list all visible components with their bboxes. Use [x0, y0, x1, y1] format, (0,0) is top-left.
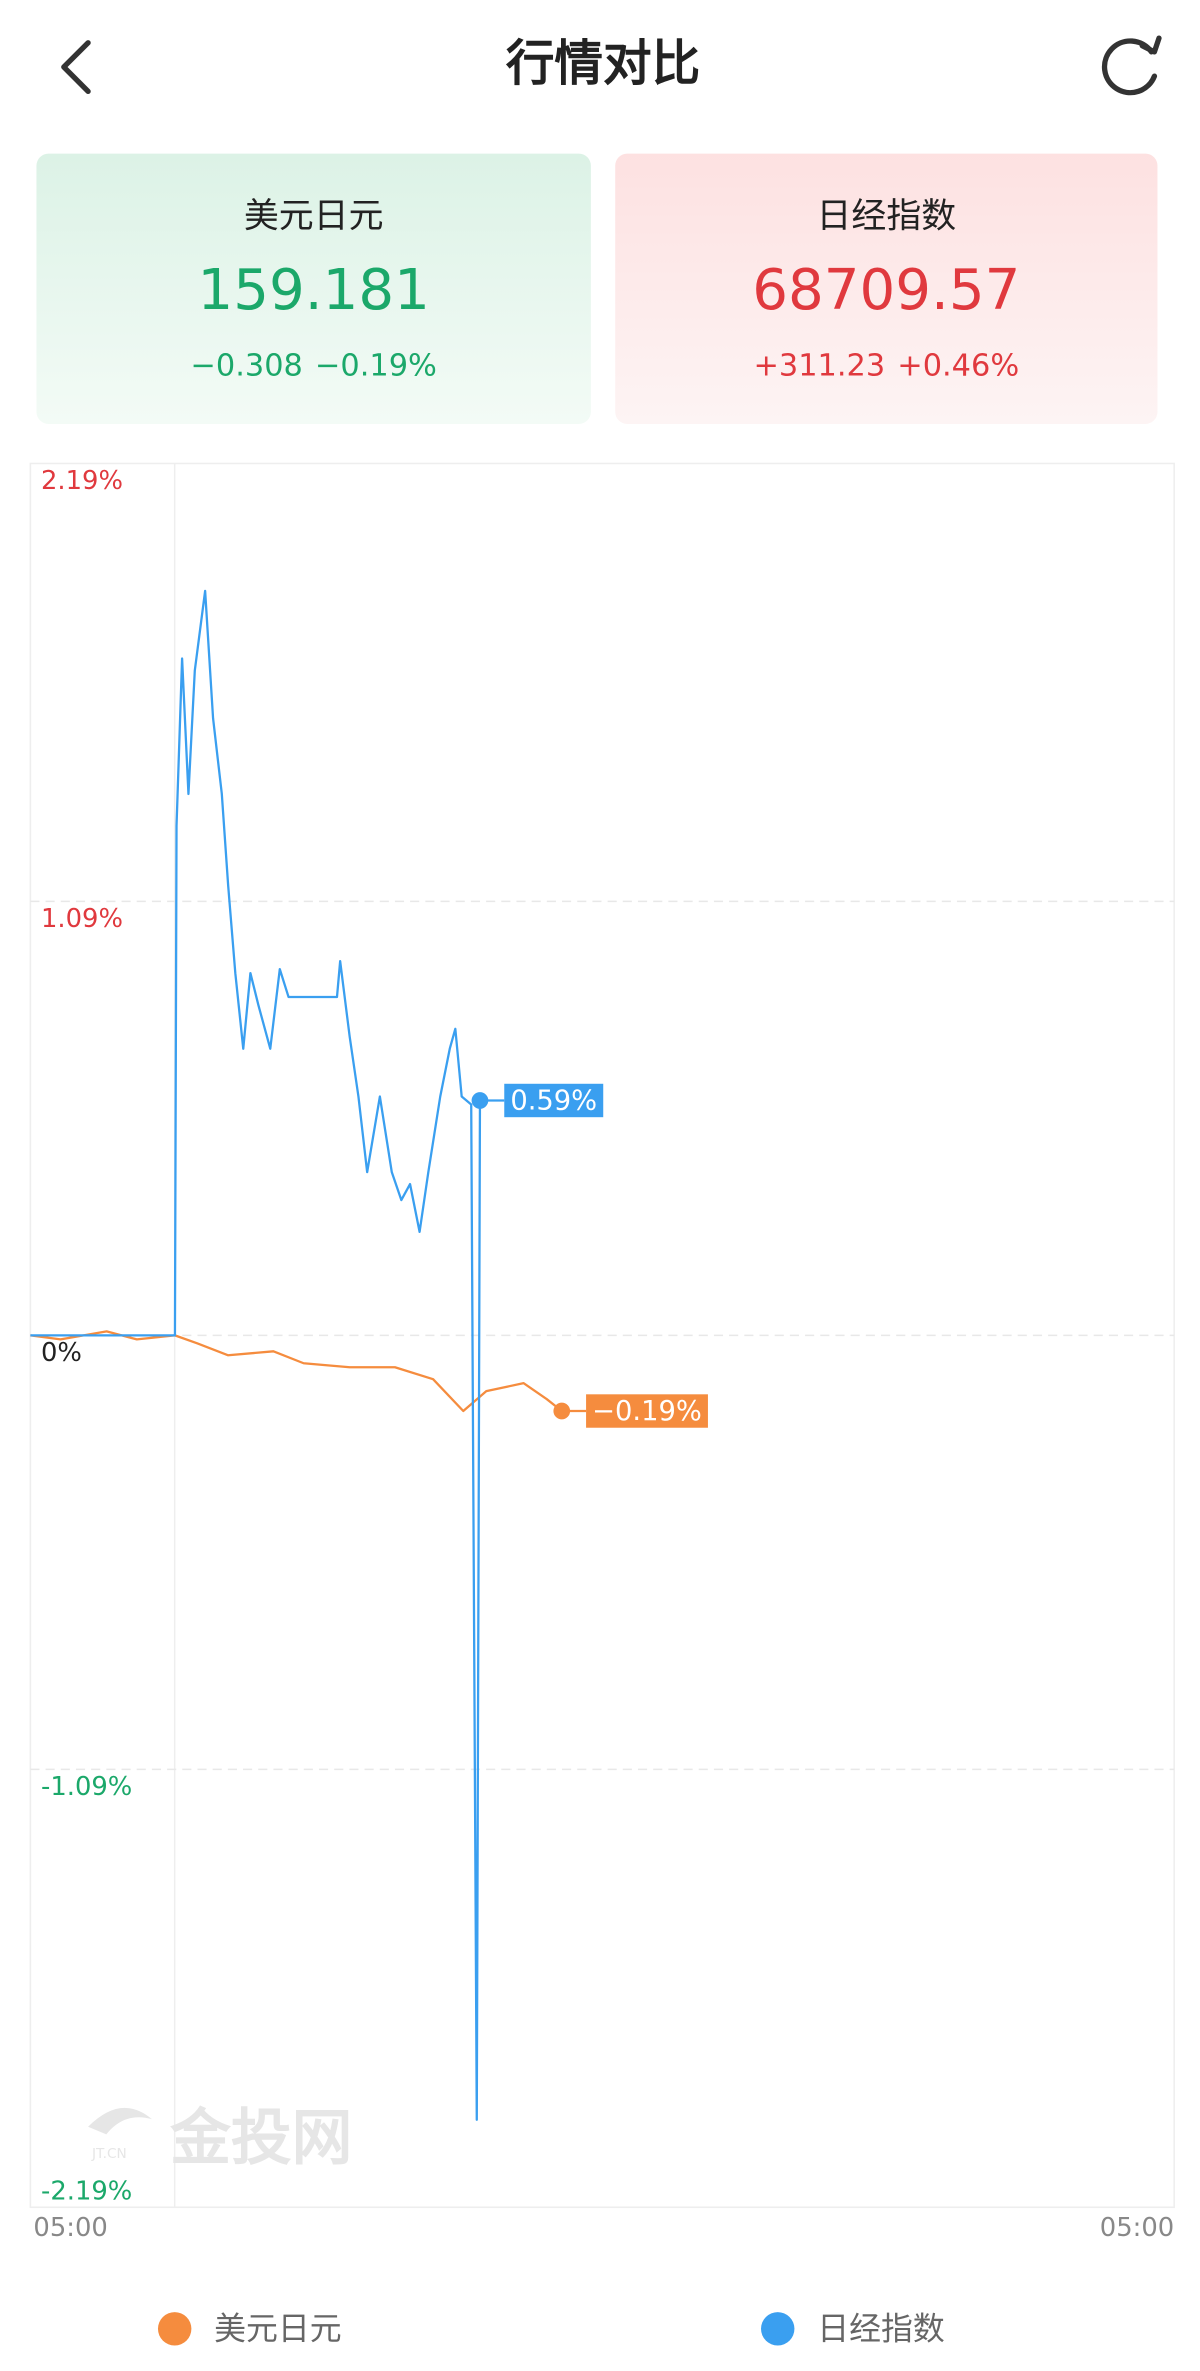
change-value: −0.308	[190, 348, 302, 383]
card-name: 日经指数	[816, 196, 956, 236]
watermark: JT.CN 金投网	[88, 2104, 352, 2174]
end-point	[471, 1092, 489, 1109]
card-name: 美元日元	[244, 196, 384, 236]
y-tick-label: -2.19%	[41, 2177, 132, 2207]
end-point	[553, 1402, 571, 1420]
watermark-logo	[88, 2107, 152, 2135]
watermark-sub: JT.CN	[91, 2146, 127, 2162]
watermark-text: 金投网	[169, 2104, 352, 2174]
legend-label: 日经指数	[817, 2309, 945, 2347]
back-button[interactable]	[61, 40, 91, 94]
card-change: +311.23 +0.46%	[753, 348, 1019, 383]
legend-item: 日经指数	[761, 2309, 945, 2347]
end-label-box	[586, 1394, 708, 1428]
change-percent: +0.46%	[897, 348, 1019, 383]
legend-item: 美元日元	[157, 2309, 342, 2347]
x-tick-label: 05:00	[33, 2213, 107, 2243]
legend-label: 美元日元	[214, 2309, 342, 2347]
legend-swatch	[157, 2312, 192, 2346]
series-line	[30, 1330, 563, 1413]
y-tick-label: -1.09%	[41, 1772, 132, 1802]
card-background	[615, 153, 1158, 424]
y-tick-label: 0%	[41, 1338, 82, 1368]
end-label: 0.59%	[510, 1086, 597, 1117]
change-percent: −0.19%	[315, 348, 437, 383]
card-price: 68709.57	[752, 258, 1020, 323]
quote-card[interactable]: 美元日元 159.181 −0.308 −0.19%	[36, 153, 591, 424]
refresh-button[interactable]	[1101, 35, 1162, 96]
x-tick-label: 05:00	[1100, 2213, 1174, 2243]
legend-swatch	[761, 2312, 795, 2346]
end-label-box	[504, 1083, 604, 1118]
page-title: 行情对比	[506, 36, 700, 92]
card-price: 159.181	[197, 258, 429, 323]
y-tick-label: 2.19%	[41, 466, 123, 496]
quote-card[interactable]: 日经指数 68709.57 +311.23 +0.46%	[615, 153, 1158, 424]
change-value: +311.23	[753, 348, 885, 383]
card-change: −0.308 −0.19%	[190, 348, 436, 383]
card-background	[36, 153, 591, 424]
series-line	[30, 589, 482, 2121]
end-label: −0.19%	[592, 1396, 702, 1427]
y-tick-label: 1.09%	[41, 904, 123, 934]
